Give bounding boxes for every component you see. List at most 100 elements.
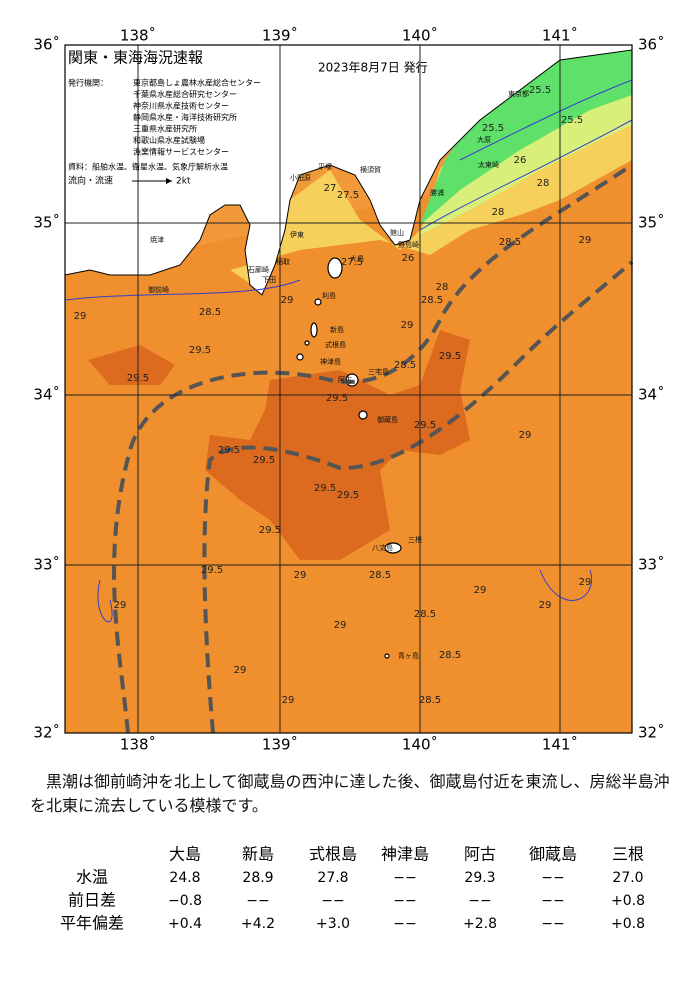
- contour-label: 28.5: [419, 695, 441, 706]
- lon-tick-label: 140˚: [402, 27, 438, 45]
- lon-tick-label: 138˚: [120, 27, 156, 45]
- contour-label: 27.5: [341, 257, 363, 268]
- table-header: 式根島: [309, 845, 357, 864]
- lon-tick-label: 140˚: [402, 736, 438, 754]
- place-name: 勝浦: [430, 188, 444, 197]
- lon-tick-label: 141˚: [542, 736, 578, 754]
- row-label: 前日差: [68, 891, 116, 910]
- lon-tick-label: 139˚: [262, 27, 298, 45]
- contour-label: 29.5: [189, 345, 211, 356]
- publisher: 神奈川県水産技術センター: [133, 101, 229, 111]
- contour-label: 29: [282, 695, 295, 706]
- contour-label: 28.5: [394, 360, 416, 371]
- contour-label: 28.5: [414, 609, 436, 620]
- isotherm: [459, 79, 633, 161]
- publisher: 静岡県水産・海洋技術研究所: [133, 112, 237, 122]
- island: [358, 410, 368, 420]
- island: [310, 322, 318, 338]
- table-cell: 27.8: [317, 870, 348, 886]
- contour-label: 28.5: [439, 650, 461, 661]
- graticule: [65, 45, 632, 733]
- place-name: 阿古: [338, 375, 352, 384]
- place-name: 御前崎: [148, 285, 169, 294]
- island: [327, 257, 343, 279]
- place-name: 太東崎: [478, 160, 499, 169]
- publisher: 和歌山県水産試験場: [133, 135, 205, 145]
- contour-label: 29.5: [201, 565, 223, 576]
- publisher: 千葉県水産総合研究センター: [133, 89, 237, 99]
- table-cell: 29.3: [464, 870, 495, 886]
- scale-arrow-head: [166, 178, 172, 184]
- table-cell: 28.9: [242, 870, 273, 886]
- lat-tick-label: 34˚: [33, 386, 60, 404]
- contour-label: 29: [334, 620, 347, 631]
- lat-tick-label: 34˚: [638, 386, 665, 404]
- table-cell: −−: [246, 893, 269, 909]
- place-name: 下田: [262, 276, 276, 284]
- contour-label: 29.5: [253, 455, 275, 466]
- table-cell: −0.8: [168, 893, 202, 909]
- contour-label: 29: [579, 235, 592, 246]
- contour-label: 26: [402, 253, 415, 264]
- lat-tick-label: 36˚: [638, 36, 665, 54]
- kuroshio-edge: [202, 260, 634, 734]
- row-label: 水温: [76, 868, 108, 887]
- contour-label: 29: [519, 430, 532, 441]
- contour-label: 29.5: [259, 525, 281, 536]
- contour-label: 29: [539, 600, 552, 611]
- contour-label: 29.5: [314, 483, 336, 494]
- warm-water: [88, 330, 470, 560]
- table-header: 大島: [169, 845, 201, 864]
- map-frame: [64, 44, 633, 734]
- contour-label: 28.5: [499, 237, 521, 248]
- cold-water: [420, 45, 632, 225]
- table-cell: −−: [393, 870, 416, 886]
- publisher: 三重県水産研究所: [133, 124, 197, 134]
- publishers-label: 発行機関：: [68, 78, 108, 88]
- table-header: 新島: [242, 845, 274, 864]
- place-name: 神津島: [320, 357, 341, 366]
- contour-label: 28.5: [199, 307, 221, 318]
- place-name: 東京都: [508, 89, 529, 98]
- table-cell: 24.8: [169, 870, 200, 886]
- lat-tick-label: 36˚: [33, 36, 60, 54]
- contour-label: 29: [579, 577, 592, 588]
- current-legend: 流向・流速: [68, 175, 113, 187]
- table-header: 御蔵島: [529, 845, 577, 864]
- contour-label: 27.5: [337, 190, 359, 201]
- table-cell: +0.8: [611, 916, 645, 932]
- place-name: 横須賀: [360, 165, 381, 174]
- table-header: 阿古: [464, 845, 496, 864]
- place-name: 大原: [477, 135, 491, 144]
- island: [304, 340, 310, 346]
- current-scale: 2kt: [176, 177, 191, 187]
- kuroshio-axis: [112, 163, 634, 734]
- table-cell: +0.8: [611, 893, 645, 909]
- issued-date: 2023年8月7日 発行: [318, 61, 428, 75]
- place-name: 小田原: [290, 173, 311, 182]
- contour-label: 27: [324, 183, 337, 194]
- place-name: 石廊崎: [248, 265, 269, 274]
- lon-tick-label: 139˚: [262, 736, 298, 754]
- table-cell: +4.2: [241, 916, 275, 932]
- isotherms: [64, 79, 633, 623]
- lat-tick-label: 35˚: [33, 214, 60, 232]
- place-name: 大島: [350, 254, 364, 263]
- island: [296, 353, 304, 361]
- island: [384, 542, 402, 554]
- contour-label: 26: [514, 155, 527, 166]
- table-cell: −−: [468, 893, 491, 909]
- table-cell: +3.0: [316, 916, 350, 932]
- contour-label: 29.5: [218, 445, 240, 456]
- contour-label: 29: [114, 600, 127, 611]
- lon-tick-label: 141˚: [542, 27, 578, 45]
- place-name: 館山: [390, 228, 404, 237]
- table-cell: −−: [393, 893, 416, 909]
- isotherm: [64, 279, 301, 301]
- lat-tick-label: 33˚: [33, 556, 60, 574]
- map: 関東・東海海況速報 2023年8月7日 発行 発行機関： 資料：船舶水温、衛星水…: [64, 44, 634, 734]
- table-cell: −−: [541, 893, 564, 909]
- table-cell: +2.8: [463, 916, 497, 932]
- contour-label: 25.5: [482, 123, 504, 134]
